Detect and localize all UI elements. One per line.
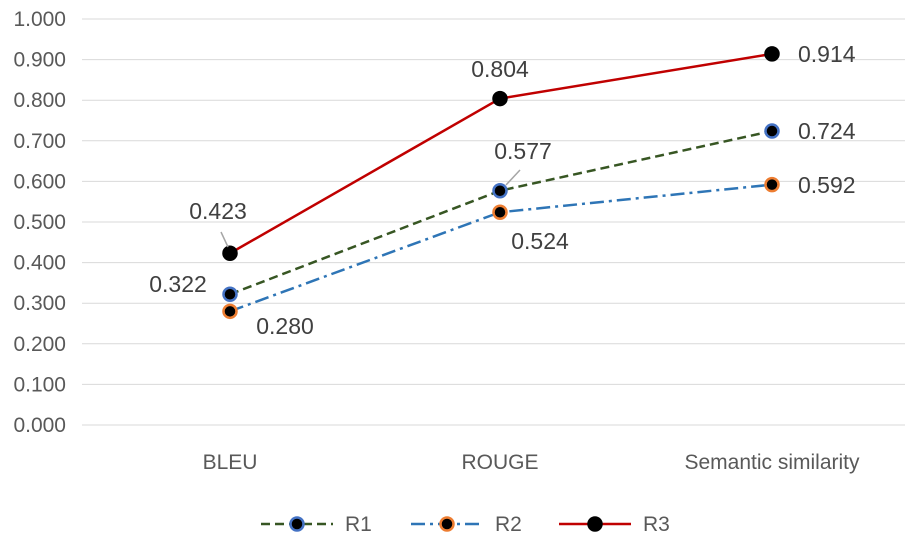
data-point-r1 bbox=[222, 286, 238, 303]
data-label-r2: 0.592 bbox=[798, 172, 856, 198]
leader-lines bbox=[220, 169, 521, 248]
data-label-r3: 0.804 bbox=[471, 56, 529, 82]
data-labels: 0.322 0.577 0.724 0.280 0.524 0.592 0.423 0.804… bbox=[149, 41, 856, 339]
leader-line bbox=[505, 169, 521, 186]
y-tick-label: 0.600 bbox=[13, 170, 66, 193]
data-point-r2 bbox=[492, 204, 508, 221]
y-tick-label: 0.000 bbox=[13, 414, 66, 437]
data-point-r2 bbox=[222, 303, 238, 320]
data-point-r3 bbox=[764, 46, 780, 62]
x-category-label: ROUGE bbox=[461, 451, 538, 474]
legend-item-r3: R3 bbox=[559, 513, 670, 536]
data-label-r3: 0.914 bbox=[798, 41, 856, 67]
legend-label: R1 bbox=[345, 513, 372, 536]
x-axis-category-labels: BLEU ROUGE Semantic similarity bbox=[203, 451, 860, 474]
series-r3 bbox=[222, 46, 780, 262]
series-layer bbox=[222, 46, 780, 320]
series-line-r2 bbox=[229, 183, 773, 313]
x-category-label: BLEU bbox=[203, 451, 258, 474]
data-point-r1 bbox=[764, 123, 780, 139]
y-tick-label: 0.100 bbox=[13, 373, 66, 396]
data-label-r1: 0.322 bbox=[149, 271, 207, 297]
legend-item-r1: R1 bbox=[261, 513, 372, 536]
data-point-r3 bbox=[222, 245, 238, 262]
y-tick-label: 0.200 bbox=[13, 333, 66, 356]
series-r1 bbox=[222, 123, 780, 303]
leader-line bbox=[220, 231, 229, 248]
legend: R1 R2 R3 bbox=[261, 513, 670, 536]
y-tick-label: 1.000 bbox=[13, 8, 66, 31]
y-tick-label: 0.400 bbox=[13, 252, 66, 275]
data-label-r1: 0.724 bbox=[798, 118, 856, 144]
y-tick-label: 0.700 bbox=[13, 130, 66, 153]
data-point-r3 bbox=[492, 90, 508, 107]
legend-marker bbox=[289, 516, 305, 532]
legend-marker bbox=[439, 516, 455, 532]
y-tick-label: 0.800 bbox=[13, 89, 66, 112]
x-category-label: Semantic similarity bbox=[684, 451, 860, 474]
legend-label: R3 bbox=[643, 513, 670, 536]
y-tick-label: 0.900 bbox=[13, 49, 66, 72]
y-tick-label: 0.300 bbox=[13, 292, 66, 315]
data-label-r2: 0.524 bbox=[511, 228, 569, 254]
data-label-r1: 0.577 bbox=[494, 138, 552, 164]
data-label-r2: 0.280 bbox=[256, 313, 314, 339]
legend-item-r2: R2 bbox=[411, 513, 522, 536]
data-point-r1 bbox=[492, 182, 508, 199]
y-tick-label: 0.500 bbox=[13, 211, 66, 234]
legend-marker bbox=[587, 516, 603, 532]
y-axis-tick-labels: 0.000 0.100 0.200 0.300 0.400 0.500 0.600 0.700… bbox=[13, 8, 66, 437]
legend-label: R2 bbox=[495, 513, 522, 536]
series-r2 bbox=[222, 176, 780, 320]
data-label-r3: 0.423 bbox=[189, 198, 247, 224]
data-point-r2 bbox=[764, 176, 780, 193]
